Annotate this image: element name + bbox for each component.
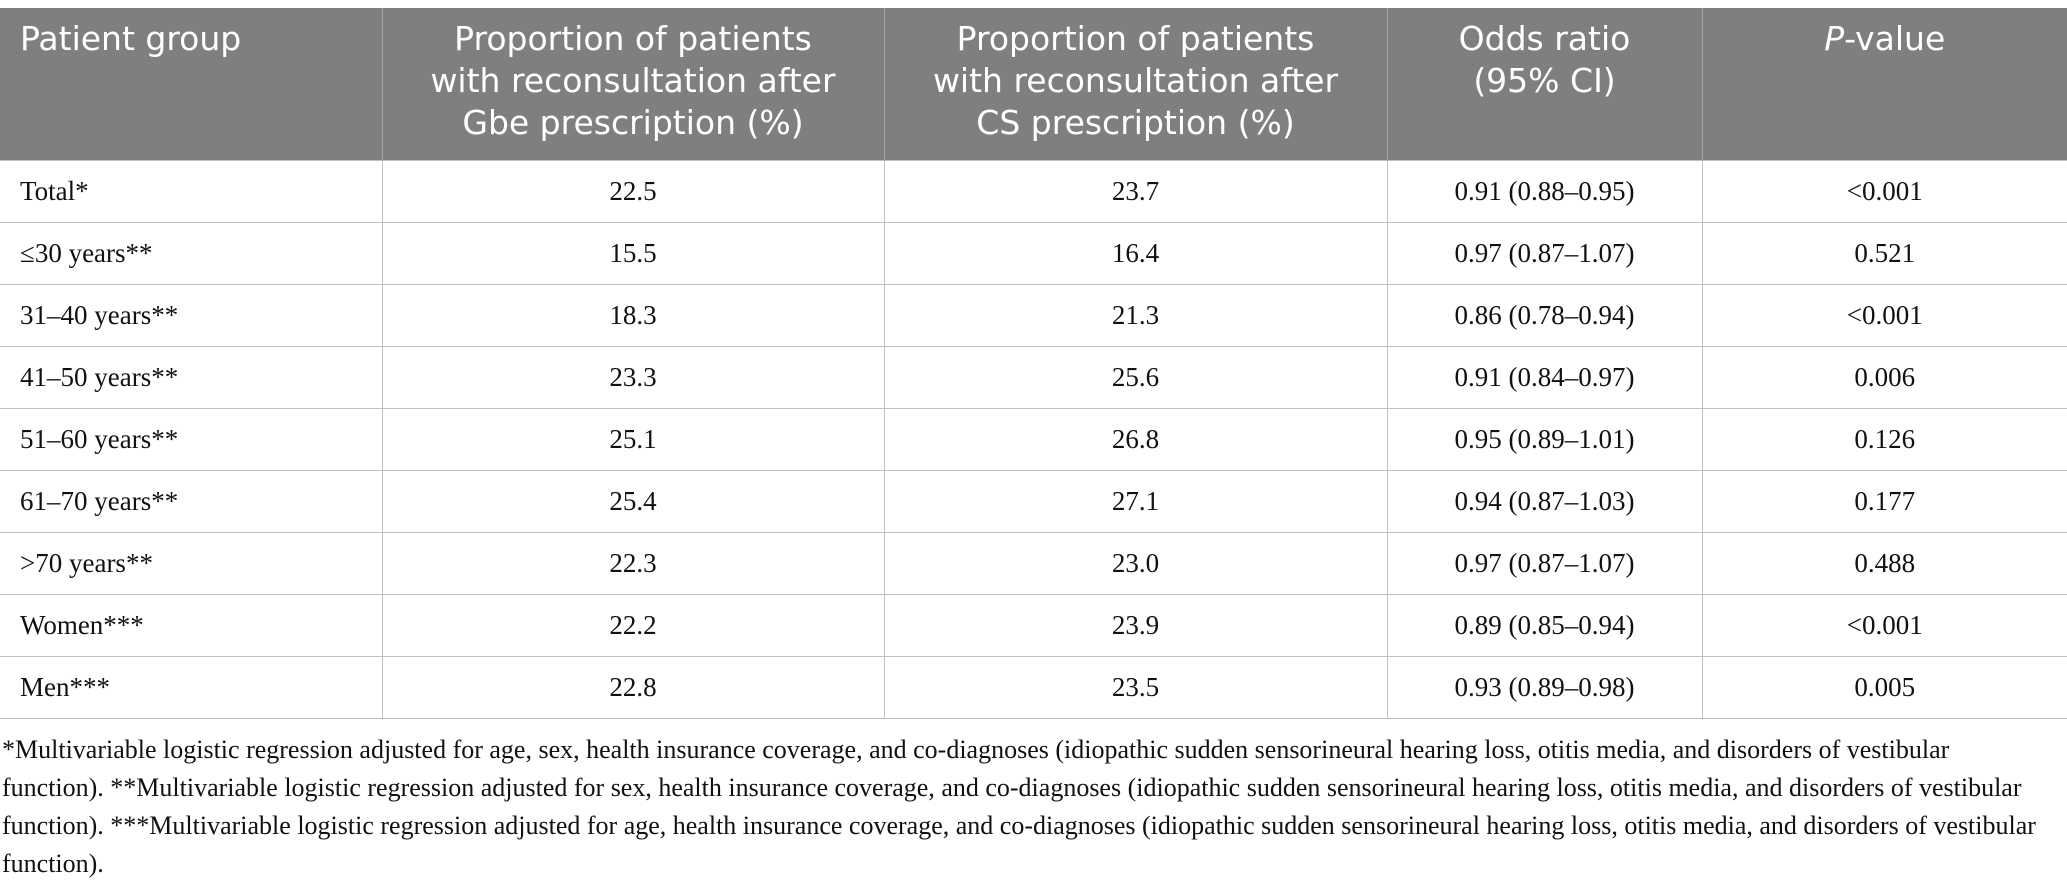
- cell-cs: 27.1: [883, 469, 1388, 533]
- cell-group: 31–40 years**: [0, 283, 383, 347]
- cell-group: Men***: [0, 655, 383, 719]
- header-p-italic: P: [1824, 19, 1845, 58]
- cell-p-value: 0.521: [1701, 221, 2067, 285]
- table-body: Total* 22.5 23.7 0.91 (0.88–0.95) <0.001…: [0, 159, 2067, 719]
- cell-cs: 23.9: [883, 593, 1388, 657]
- cell-p-value: <0.001: [1701, 159, 2067, 223]
- cell-group: >70 years**: [0, 531, 383, 595]
- cell-p-value: 0.488: [1701, 531, 2067, 595]
- cell-group: 41–50 years**: [0, 345, 383, 409]
- table-row: 51–60 years** 25.1 26.8 0.95 (0.89–1.01)…: [0, 407, 2067, 471]
- header-cs-proportion: Proportion of patients with reconsultati…: [883, 8, 1387, 160]
- cell-gbe: 15.5: [381, 221, 885, 285]
- cell-cs: 26.8: [883, 407, 1388, 471]
- table-row: 61–70 years** 25.4 27.1 0.94 (0.87–1.03)…: [0, 469, 2067, 533]
- cell-odds-ratio: 0.89 (0.85–0.94): [1386, 593, 1703, 657]
- cell-gbe: 22.8: [381, 655, 885, 719]
- header-p-value: P-value: [1701, 8, 2067, 160]
- table-container: Patient group Proportion of patients wit…: [0, 8, 2067, 883]
- cell-gbe: 18.3: [381, 283, 885, 347]
- cell-group: ≤30 years**: [0, 221, 383, 285]
- header-odds-ratio: Odds ratio (95% CI): [1386, 8, 1702, 160]
- table-row: 31–40 years** 18.3 21.3 0.86 (0.78–0.94)…: [0, 283, 2067, 347]
- table-row: Total* 22.5 23.7 0.91 (0.88–0.95) <0.001: [0, 159, 2067, 223]
- cell-odds-ratio: 0.91 (0.84–0.97): [1386, 345, 1703, 409]
- cell-odds-ratio: 0.91 (0.88–0.95): [1386, 159, 1703, 223]
- header-patient-group: Patient group: [0, 8, 382, 160]
- cell-cs: 23.7: [883, 159, 1388, 223]
- cell-p-value: <0.001: [1701, 283, 2067, 347]
- cell-p-value: <0.001: [1701, 593, 2067, 657]
- cell-p-value: 0.126: [1701, 407, 2067, 471]
- header-cs-line-3: CS prescription (%): [976, 103, 1295, 142]
- cell-cs: 23.0: [883, 531, 1388, 595]
- header-cs-line-1: Proportion of patients: [956, 19, 1315, 58]
- header-or-line-2: (95% CI): [1473, 61, 1616, 100]
- cell-p-value: 0.177: [1701, 469, 2067, 533]
- header-gbe-line-2: with reconsultation after: [430, 61, 836, 100]
- cell-cs: 25.6: [883, 345, 1388, 409]
- header-row: Patient group Proportion of patients wit…: [0, 8, 2067, 160]
- table-row: 41–50 years** 23.3 25.6 0.91 (0.84–0.97)…: [0, 345, 2067, 409]
- cell-odds-ratio: 0.93 (0.89–0.98): [1386, 655, 1703, 719]
- cell-gbe: 23.3: [381, 345, 885, 409]
- cell-gbe: 22.5: [381, 159, 885, 223]
- cell-odds-ratio: 0.97 (0.87–1.07): [1386, 221, 1703, 285]
- cell-gbe: 25.1: [381, 407, 885, 471]
- cell-odds-ratio: 0.95 (0.89–1.01): [1386, 407, 1703, 471]
- cell-p-value: 0.006: [1701, 345, 2067, 409]
- table-header: Patient group Proportion of patients wit…: [0, 8, 2067, 160]
- header-p-rest: -value: [1844, 19, 1946, 58]
- cell-cs: 16.4: [883, 221, 1388, 285]
- cell-gbe: 22.2: [381, 593, 885, 657]
- cell-odds-ratio: 0.97 (0.87–1.07): [1386, 531, 1703, 595]
- header-cs-line-2: with reconsultation after: [932, 61, 1339, 100]
- cell-odds-ratio: 0.86 (0.78–0.94): [1386, 283, 1703, 347]
- table-row: >70 years** 22.3 23.0 0.97 (0.87–1.07) 0…: [0, 531, 2067, 595]
- cell-odds-ratio: 0.94 (0.87–1.03): [1386, 469, 1703, 533]
- cell-cs: 21.3: [883, 283, 1388, 347]
- table-row: ≤30 years** 15.5 16.4 0.97 (0.87–1.07) 0…: [0, 221, 2067, 285]
- cell-p-value: 0.005: [1701, 655, 2067, 719]
- header-gbe-proportion: Proportion of patients with reconsultati…: [381, 8, 884, 160]
- results-table: Patient group Proportion of patients wit…: [0, 8, 2067, 719]
- table-footnotes: *Multivariable logistic regression adjus…: [2, 734, 2036, 878]
- cell-group: 61–70 years**: [0, 469, 383, 533]
- cell-group: 51–60 years**: [0, 407, 383, 471]
- cell-group: Total*: [0, 159, 383, 223]
- header-gbe-line-3: Gbe prescription (%): [462, 103, 804, 142]
- table-row: Men*** 22.8 23.5 0.93 (0.89–0.98) 0.005: [0, 655, 2067, 719]
- cell-cs: 23.5: [883, 655, 1388, 719]
- cell-group: Women***: [0, 593, 383, 657]
- table-row: Women*** 22.2 23.9 0.89 (0.85–0.94) <0.0…: [0, 593, 2067, 657]
- cell-gbe: 22.3: [381, 531, 885, 595]
- header-gbe-line-1: Proportion of patients: [454, 19, 812, 58]
- cell-gbe: 25.4: [381, 469, 885, 533]
- header-or-line-1: Odds ratio: [1458, 19, 1631, 58]
